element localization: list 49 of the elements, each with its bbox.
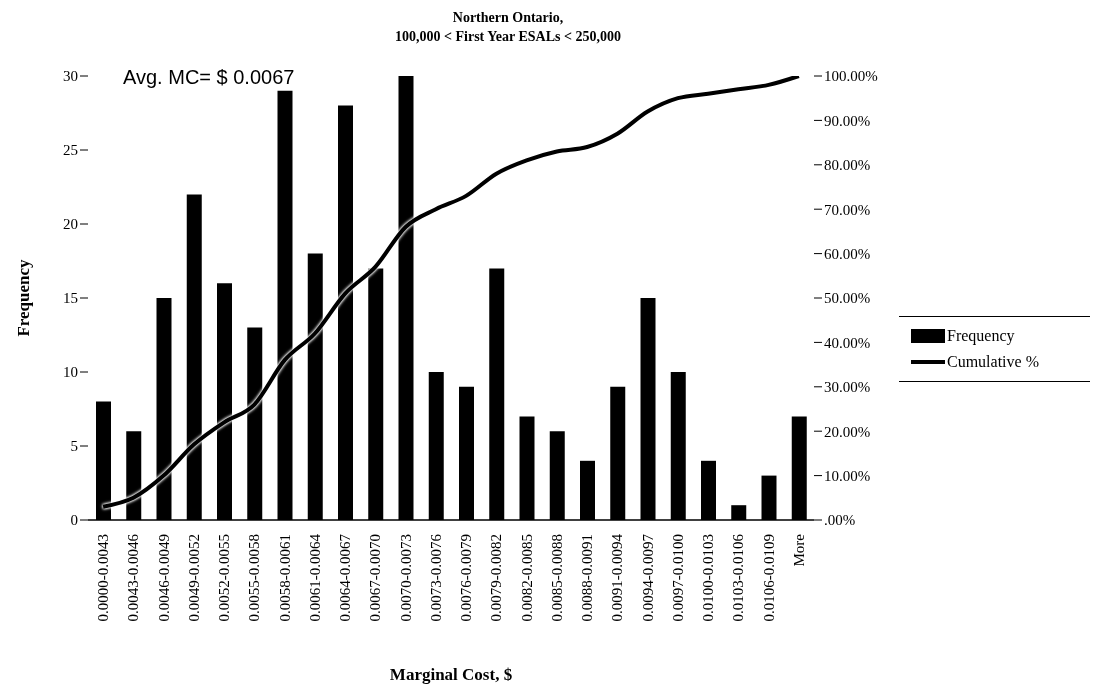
x-tick-label: 0.0049-0.0052 xyxy=(185,534,202,622)
x-tick-label: 0.0103-0.0106 xyxy=(730,533,747,622)
x-tick-label: 0.0067-0.0070 xyxy=(367,534,384,622)
x-tick-label: 0.0052-0.0055 xyxy=(216,534,233,622)
x-tick-label: 0.0058-0.0061 xyxy=(276,534,293,622)
y-tick-label: 15 xyxy=(63,290,78,307)
y2-tick-label: .00% xyxy=(824,512,856,529)
x-tick-label: 0.0097-0.0100 xyxy=(669,534,686,622)
y-tick-label: 10 xyxy=(63,364,78,381)
legend-label: Cumulative % xyxy=(947,353,1039,371)
x-tick-label: 0.0100-0.0103 xyxy=(700,534,717,622)
x-tick-label: 0.0106-0.0109 xyxy=(760,534,777,622)
x-tick-label: 0.0070-0.0073 xyxy=(397,534,414,622)
y2-tick-label: 30.00% xyxy=(824,379,871,396)
x-tick-label: 0.0046-0.0049 xyxy=(155,534,172,622)
x-tick-label: 0.0082-0.0085 xyxy=(518,534,535,622)
y2-tick-label: 60.00% xyxy=(824,245,871,262)
y-tick-label: 25 xyxy=(63,142,78,159)
y-tick-label: 30 xyxy=(63,68,78,85)
y2-tick-label: 100.00% xyxy=(824,68,878,85)
x-tick-label: 0.0088-0.0091 xyxy=(579,534,596,622)
x-tick-label: 0.0085-0.0088 xyxy=(548,534,565,622)
annotation: Avg. MC= $ 0.0067 xyxy=(123,66,295,89)
x-tick-label: 0.0091-0.0094 xyxy=(609,533,626,622)
x-axis-title: Marginal Cost, $ xyxy=(389,665,513,684)
y-tick-label: 0 xyxy=(70,512,78,529)
chart-subtitle: 100,000 < First Year ESALs < 250,000 xyxy=(394,28,622,46)
x-tick-label: More xyxy=(790,533,807,567)
y2-tick-label: 20.00% xyxy=(824,423,871,440)
x-tick-label: 0.0076-0.0079 xyxy=(458,534,475,622)
x-tick-label: 0.0043-0.0046 xyxy=(125,533,142,622)
legend-label: Frequency xyxy=(947,327,1015,345)
y2-tick-label: 40.00% xyxy=(824,334,871,351)
x-tick-label: 0.0000-0.0043 xyxy=(95,534,112,622)
y2-tick-label: 90.00% xyxy=(824,112,871,129)
x-tick-label: 0.0094-0.0097 xyxy=(639,533,656,622)
x-tick-label: 0.0061-0.0064 xyxy=(306,533,323,622)
y-axis-title: Frequency xyxy=(14,258,34,337)
y2-tick-label: 10.00% xyxy=(824,467,871,484)
y2-tick-label: 80.00% xyxy=(824,157,871,174)
chart-title: Northern Ontario, xyxy=(451,9,565,27)
x-tick-label: 0.0064-0.0067 xyxy=(337,533,354,622)
y2-tick-label: 50.00% xyxy=(824,290,871,307)
x-tick-label: 0.0079-0.0082 xyxy=(488,534,505,622)
y-tick-label: 5 xyxy=(70,438,78,455)
y-tick-label: 20 xyxy=(63,216,78,233)
x-tick-label: 0.0055-0.0058 xyxy=(246,534,263,622)
x-tick-label: 0.0073-0.0076 xyxy=(427,533,444,622)
y2-tick-label: 70.00% xyxy=(824,201,871,218)
